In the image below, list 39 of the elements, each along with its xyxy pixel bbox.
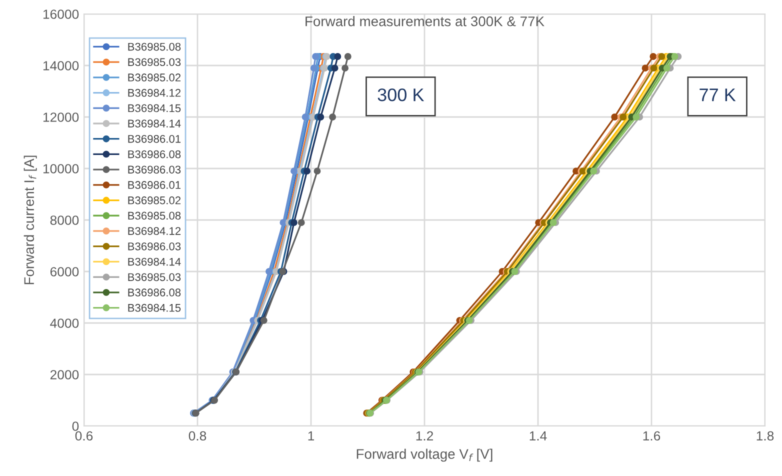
y-axis-title: Forward current I$_{f}$ [A] xyxy=(24,156,37,284)
annotation: 77 K xyxy=(700,88,736,102)
y-tick-label: 4000 xyxy=(50,318,79,328)
legend-label: B36985.02 xyxy=(128,196,181,204)
legend-label: B36986.08 xyxy=(128,150,181,158)
x-tick-label: 1 xyxy=(308,431,314,440)
legend-label: B36985.03 xyxy=(128,58,181,66)
y-tick-label: 14000 xyxy=(43,61,79,70)
x-tick-label: 1.8 xyxy=(756,431,774,441)
chart-title: Forward measurements at 300K & 77K xyxy=(306,16,544,26)
y-tick-label: 0 xyxy=(72,422,79,431)
x-tick-label: 0.8 xyxy=(188,431,206,441)
legend-label: B36984.12 xyxy=(128,88,181,97)
legend-label: B36984.15 xyxy=(128,104,181,112)
x-axis-title: Forward voltage V$_{f}$ [V] xyxy=(356,448,492,462)
legend-label: B36985.02 xyxy=(128,74,181,82)
y-tick-label: 2000 xyxy=(50,370,79,380)
y-tick-label: 16000 xyxy=(43,10,79,19)
y-tick-label: 10000 xyxy=(43,164,79,174)
x-tick-label: 1.4 xyxy=(530,431,547,440)
x-tick-label: 1.6 xyxy=(643,431,660,441)
x-tick-label: 0.6 xyxy=(75,431,93,441)
y-tick-label: 12000 xyxy=(43,112,79,122)
legend-label: B36985.08 xyxy=(128,42,181,51)
legend-label: B36986.03 xyxy=(128,166,181,174)
annotation: 300 K xyxy=(378,88,424,102)
legend-label: B36985.03 xyxy=(128,273,181,282)
legend-label: B36984.14 xyxy=(128,258,181,266)
legend-label: B36986.08 xyxy=(128,288,181,296)
legend-label: B36986.01 xyxy=(128,181,181,189)
legend-label: B36985.08 xyxy=(128,212,181,220)
legend-label: B36986.03 xyxy=(128,242,181,250)
legend-label: B36984.15 xyxy=(128,304,181,312)
legend-label: B36984.12 xyxy=(128,227,181,235)
x-tick-label: 1.2 xyxy=(416,431,434,440)
legend-label: B36984.14 xyxy=(128,120,181,128)
legend-label: B36986.01 xyxy=(128,134,181,143)
y-tick-label: 6000 xyxy=(50,267,79,276)
y-tick-label: 8000 xyxy=(50,216,79,225)
